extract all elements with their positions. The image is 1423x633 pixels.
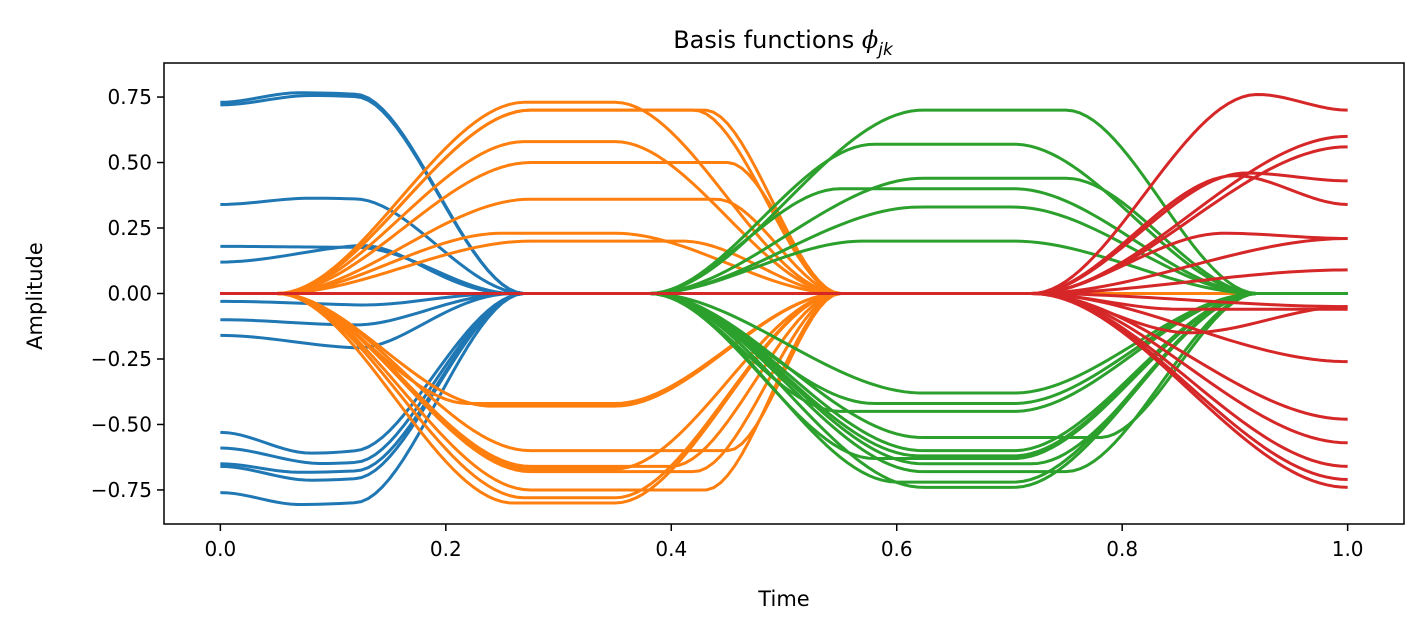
y-axis-label: Amplitude bbox=[23, 242, 47, 350]
series-line bbox=[220, 292, 1348, 505]
y-tick-label: 0.25 bbox=[107, 216, 152, 240]
series-line bbox=[220, 292, 1348, 311]
y-tick-label: 0.50 bbox=[107, 151, 152, 175]
x-axis-ticks: 0.0 0.2 0.4 0.6 0.8 1.0 bbox=[204, 524, 1364, 561]
series-curves bbox=[220, 91, 1348, 506]
series-line bbox=[220, 292, 1348, 489]
x-tick-label: 0.2 bbox=[430, 537, 462, 561]
y-tick-label: 0.75 bbox=[107, 85, 152, 109]
x-tick-label: 0.6 bbox=[881, 537, 913, 561]
chart-title-main: Basis functions bbox=[673, 26, 862, 54]
y-axis-ticks: 0.75 0.50 0.25 0.00 −0.25 −0.50 −0.75 bbox=[91, 85, 164, 502]
y-tick-label: −0.75 bbox=[91, 478, 152, 502]
chart-title-subscript: jk bbox=[876, 40, 894, 60]
chart-title-symbol: ϕ bbox=[862, 26, 878, 54]
chart-title: Basis functions ϕjk bbox=[673, 26, 894, 60]
x-tick-label: 1.0 bbox=[1332, 537, 1364, 561]
x-axis-label: Time bbox=[757, 587, 809, 611]
x-tick-label: 0.8 bbox=[1106, 537, 1138, 561]
x-tick-label: 0.4 bbox=[655, 537, 687, 561]
x-tick-label: 0.0 bbox=[204, 537, 236, 561]
y-tick-label: −0.50 bbox=[91, 412, 152, 436]
y-tick-label: 0.00 bbox=[107, 282, 152, 306]
y-tick-label: −0.25 bbox=[91, 347, 152, 371]
